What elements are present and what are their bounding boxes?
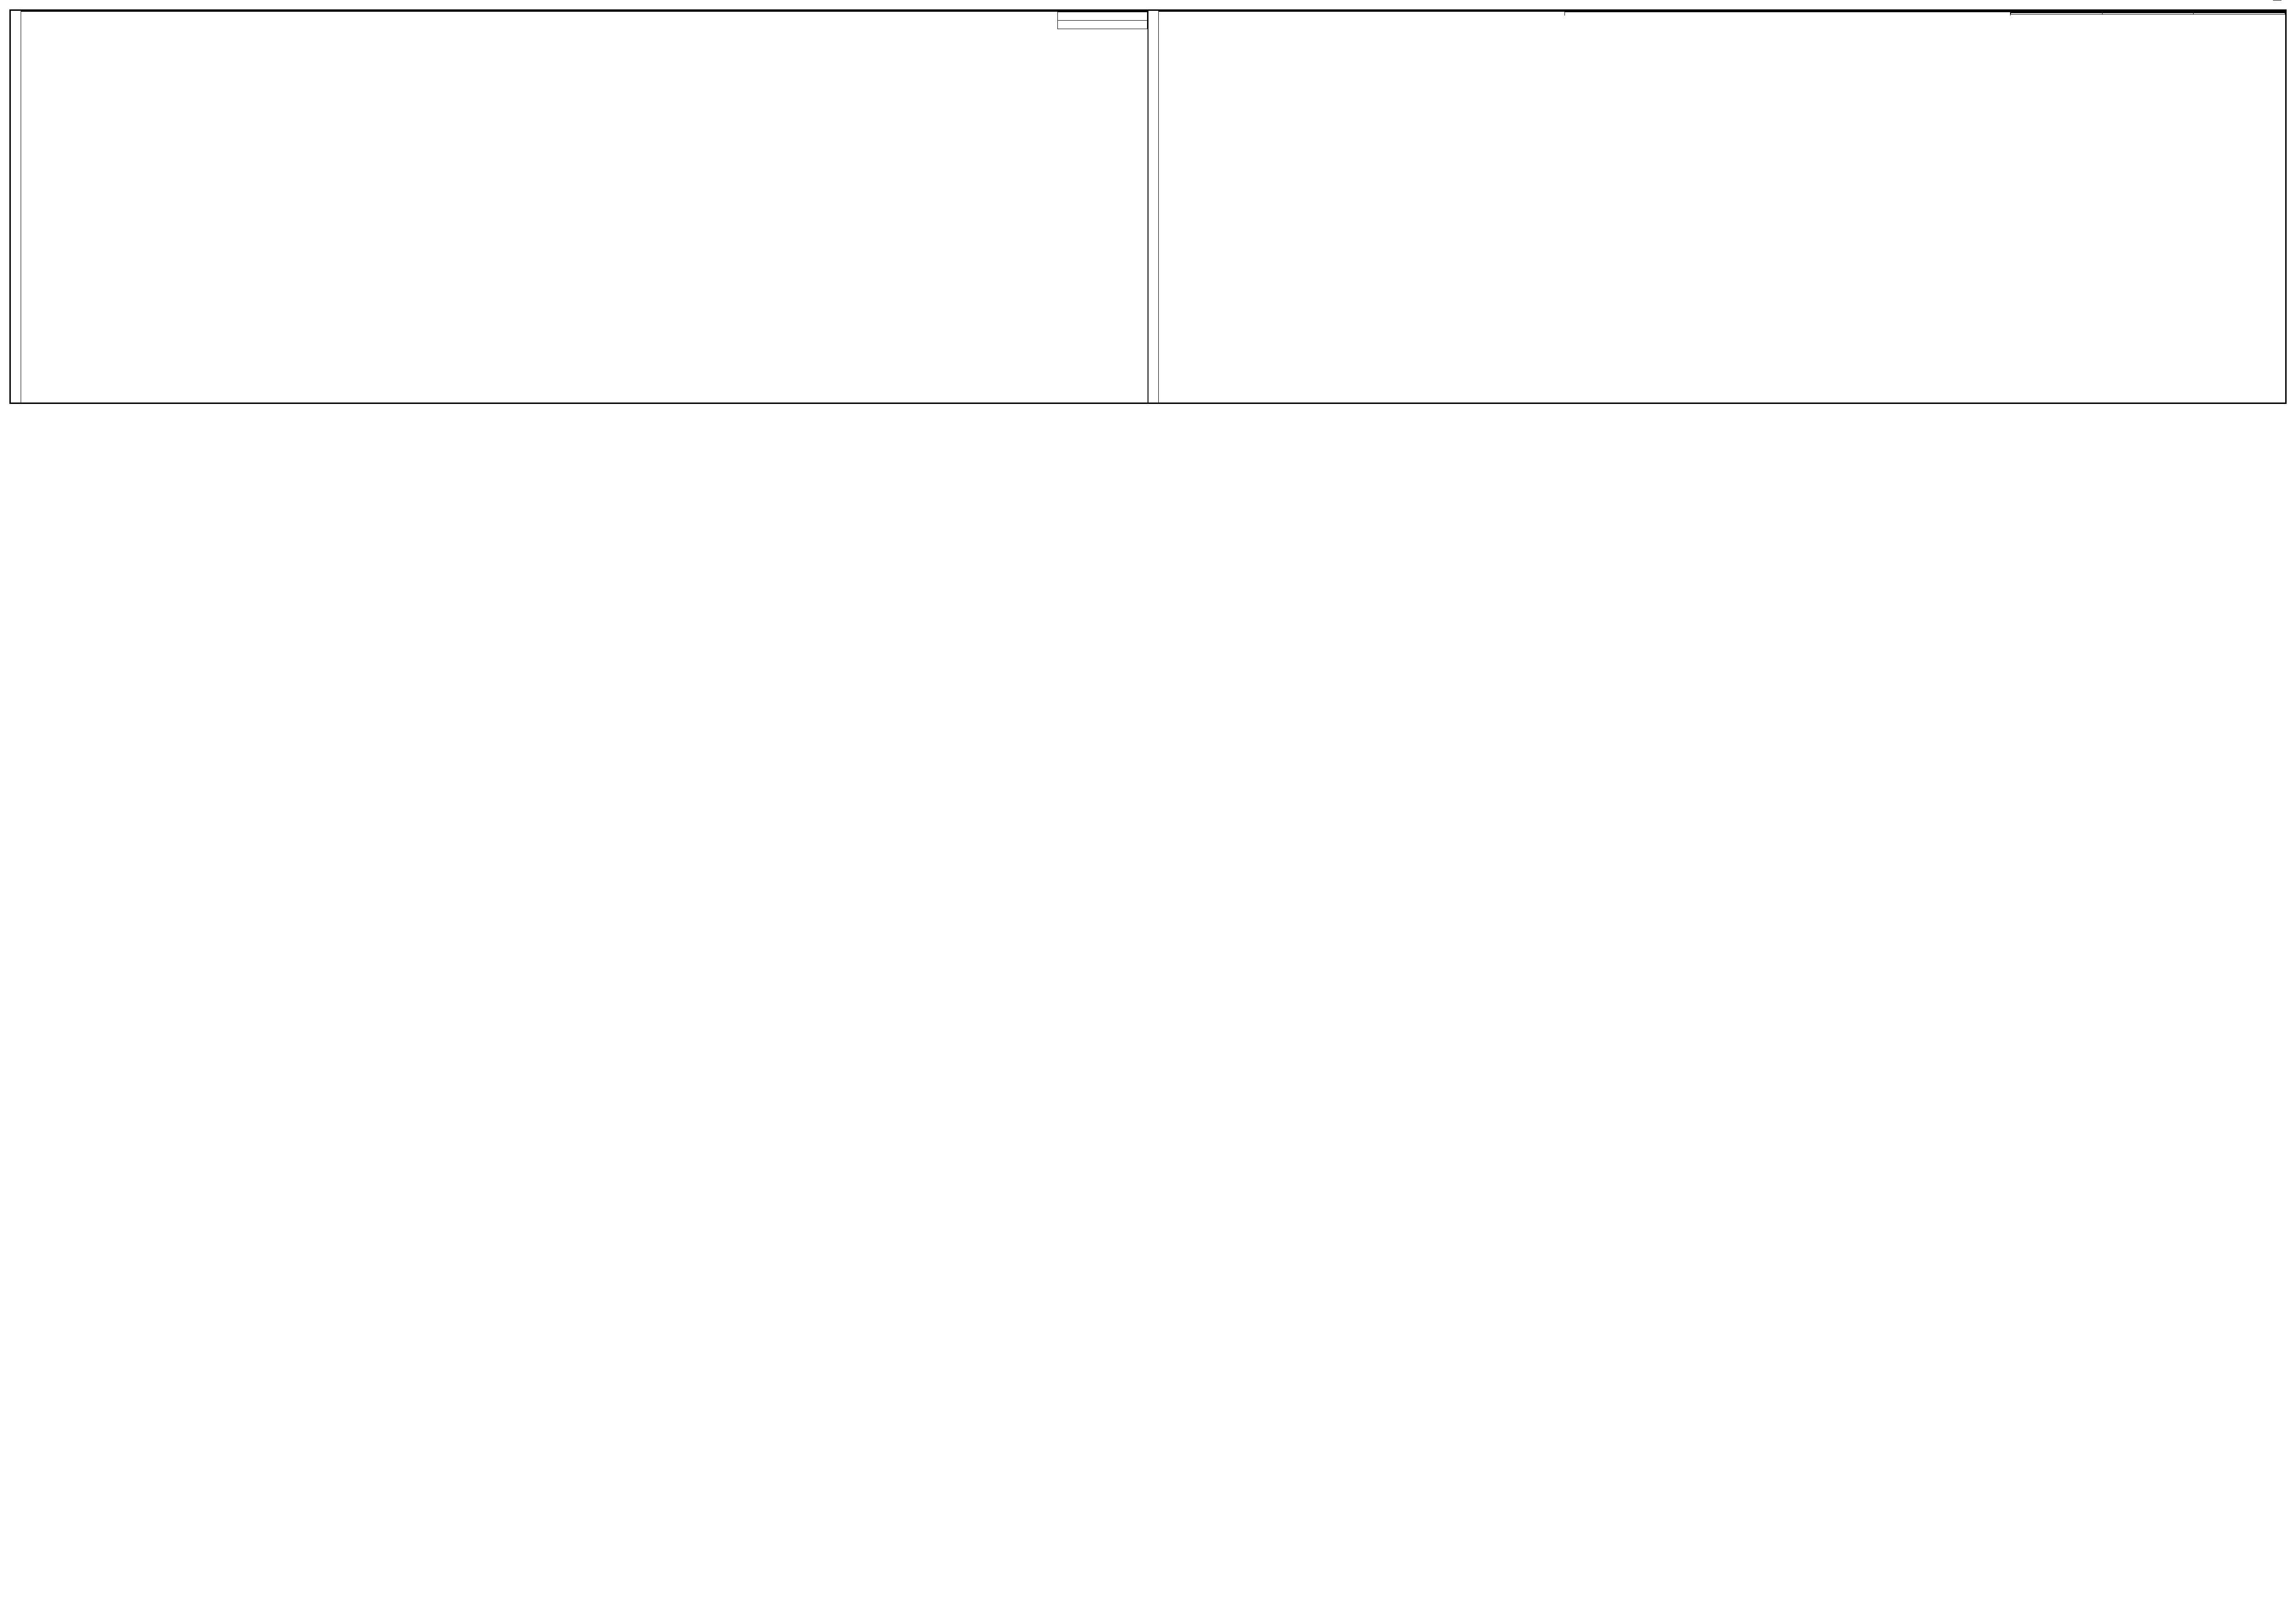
- right-side-column: [1148, 11, 1159, 403]
- left-side-column: [11, 11, 21, 403]
- sheet-label: [1058, 12, 1148, 21]
- doc-code-left: [528, 12, 1058, 29]
- kopiroval-label: [1194, 1595, 1199, 1602]
- left-half: [11, 11, 1148, 403]
- right-footer: [1159, 11, 2285, 15]
- drawing-sheet: [9, 9, 2287, 404]
- outer-side-labels: [0, 11, 11, 403]
- drawing-title: [1565, 12, 2011, 15]
- right-half: [1148, 11, 2285, 403]
- left-footer: [21, 11, 1148, 29]
- sheet-number: [1058, 21, 1148, 29]
